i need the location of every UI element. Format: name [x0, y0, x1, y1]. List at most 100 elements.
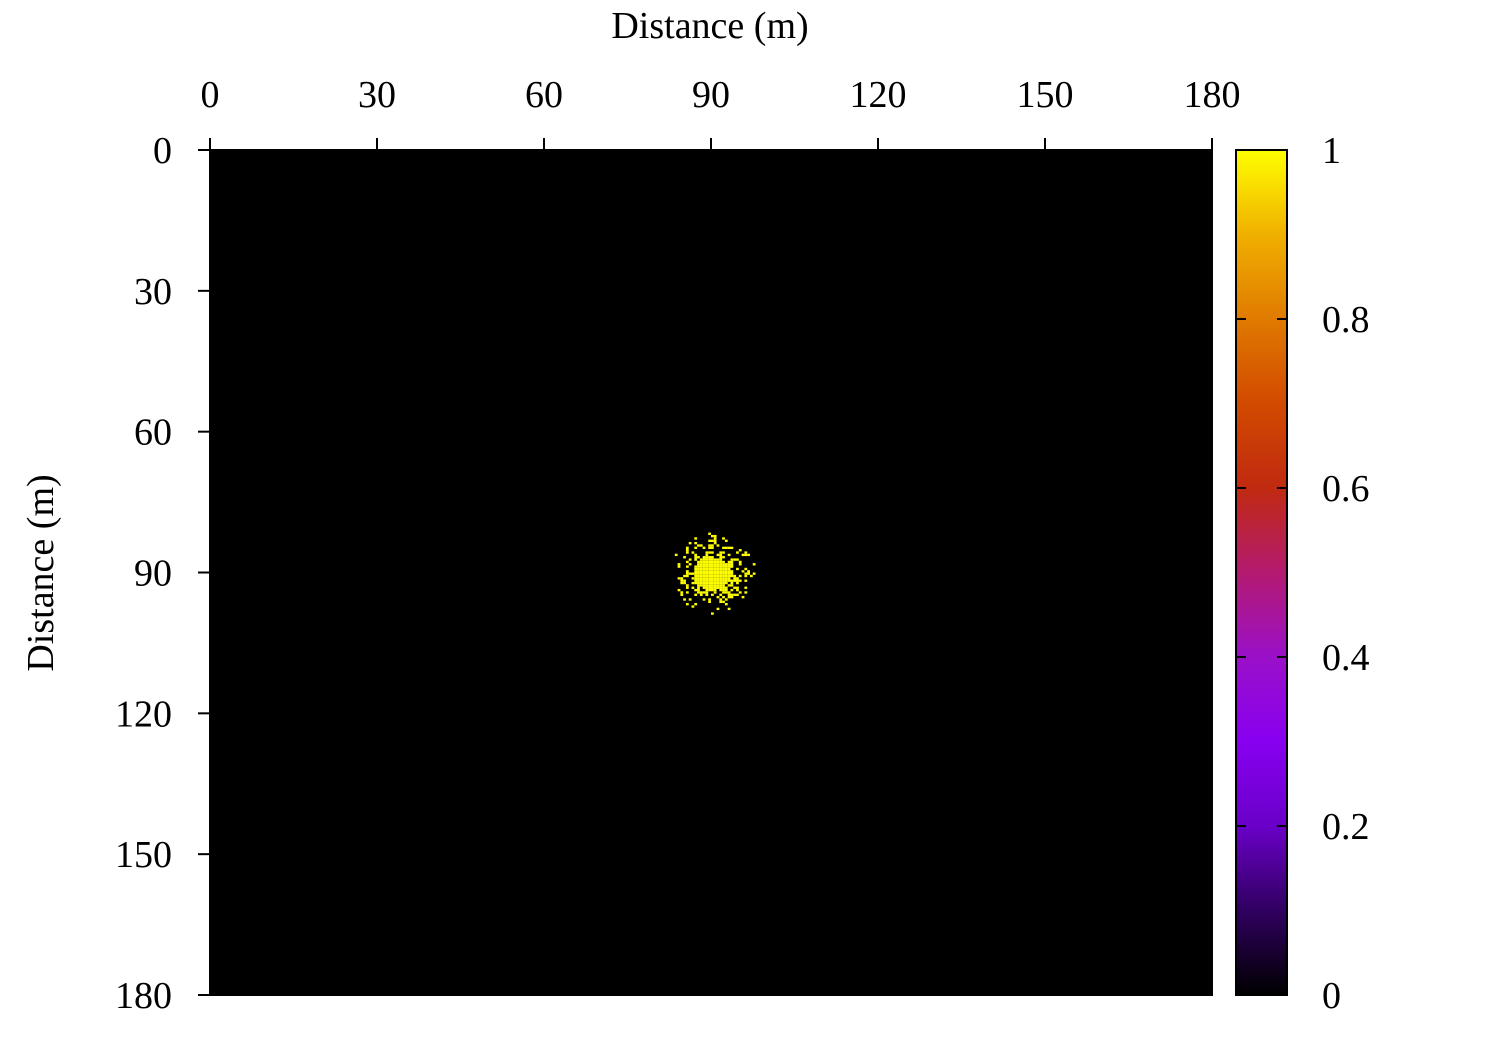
heatmap-cell	[708, 579, 711, 582]
heatmap-cell	[702, 558, 706, 561]
heatmap-cell	[713, 539, 717, 542]
heatmap-cell	[744, 574, 748, 578]
heatmap-cell	[744, 551, 748, 554]
heatmap-cell	[694, 579, 698, 582]
heatmap-cell	[747, 570, 750, 573]
heatmap-cell	[722, 556, 725, 559]
heatmap-cell	[697, 584, 700, 587]
heatmap-cell	[694, 570, 698, 573]
heatmap-cell	[685, 546, 689, 550]
heatmap-cell	[702, 577, 706, 580]
heatmap-cell	[719, 572, 723, 575]
heatmap-cell	[711, 560, 714, 564]
heatmap-cell	[738, 549, 742, 552]
heatmap-cell	[697, 581, 700, 585]
heatmap-cell	[713, 586, 717, 589]
heatmap-cell	[744, 567, 748, 571]
heatmap-cell	[727, 595, 731, 599]
heatmap-cell	[722, 588, 725, 592]
heatmap-cell	[705, 579, 709, 582]
heatmap-cell	[716, 579, 720, 582]
heatmap-cell	[697, 574, 700, 578]
heatmap-cell	[719, 570, 723, 573]
heatmap-cell	[744, 572, 748, 575]
heatmap-cell	[730, 560, 734, 564]
heatmap-cell	[727, 553, 731, 557]
heatmap-cell	[694, 541, 698, 545]
heatmap-cell	[697, 579, 700, 582]
heatmap-cell	[711, 565, 714, 568]
heatmap-cell	[724, 591, 728, 594]
y-axis-ticks: 0 30 60 90 120 150 180	[115, 130, 210, 1017]
heatmap-cell	[713, 541, 717, 545]
heatmap-cell	[711, 563, 714, 566]
heatmap-cell	[724, 586, 728, 589]
heatmap-cell	[713, 537, 717, 540]
heatmap-cell	[727, 591, 731, 594]
heatmap-cell	[705, 551, 709, 554]
heatmap-cell	[724, 539, 728, 542]
x-tick-label: 150	[1017, 74, 1074, 116]
heatmap-cell	[702, 586, 706, 589]
heatmap-cell	[699, 544, 703, 547]
heatmap-cell	[744, 586, 748, 589]
heatmap-cell	[680, 577, 684, 580]
heatmap-cell	[694, 546, 698, 550]
heatmap-cell	[716, 560, 720, 564]
heatmap-cell	[722, 560, 725, 564]
heatmap-cell	[680, 579, 684, 582]
heatmap-cell	[697, 586, 700, 589]
heatmap-cell	[719, 588, 723, 592]
heatmap-cell	[708, 539, 711, 542]
y-tick-label: 150	[115, 834, 172, 876]
heatmap-cell	[724, 579, 728, 582]
heatmap-cell	[730, 572, 734, 575]
heatmap-cell	[702, 584, 706, 587]
heatmap-cell	[697, 570, 700, 573]
heatmap-cell	[711, 586, 714, 589]
heatmap-cell	[738, 579, 742, 582]
heatmap-cell	[691, 605, 695, 608]
heatmap-cell	[719, 581, 723, 585]
heatmap-cell	[724, 572, 728, 575]
heatmap-cell	[724, 570, 728, 573]
heatmap-cell	[722, 595, 725, 599]
heatmap-cell	[716, 563, 720, 566]
heatmap-cell	[705, 567, 709, 571]
heatmap-cell	[699, 572, 703, 575]
heatmap-cell	[724, 598, 728, 601]
heatmap-cell	[702, 579, 706, 582]
heatmap-cell	[711, 558, 714, 561]
heatmap-cell	[694, 581, 698, 585]
heatmap-cell	[694, 588, 698, 592]
heatmap-cell	[694, 574, 698, 578]
heatmap-cell	[699, 563, 703, 566]
heatmap-cell	[724, 581, 728, 585]
heatmap-cell	[708, 560, 711, 564]
heatmap-cell	[711, 572, 714, 575]
x-tick-label: 30	[358, 74, 396, 116]
heatmap-cell	[702, 591, 706, 594]
heatmap-cell	[702, 546, 706, 550]
heatmap-cell	[688, 572, 692, 575]
heatmap-cell	[722, 586, 725, 589]
heatmap-cell	[685, 570, 689, 573]
heatmap-cell	[705, 572, 709, 575]
heatmap-cell	[699, 565, 703, 568]
heatmap-cell	[719, 579, 723, 582]
heatmap-cell	[716, 544, 720, 547]
heatmap-cell	[722, 537, 725, 540]
heatmap-cell	[713, 563, 717, 566]
heatmap-cell	[730, 574, 734, 578]
heatmap-cell	[713, 570, 717, 573]
heatmap-cell	[697, 556, 700, 559]
heatmap-cell	[736, 588, 739, 592]
x-axis-label: Distance (m)	[611, 5, 808, 47]
heatmap-cell	[705, 577, 709, 580]
heatmap-cell	[713, 534, 717, 538]
heatmap-cell	[727, 572, 731, 575]
colorbar-tick-label: 1	[1322, 130, 1341, 172]
colorbar-gradient	[1236, 150, 1287, 995]
heatmap-cell	[738, 591, 742, 594]
heatmap-cell	[719, 558, 723, 561]
